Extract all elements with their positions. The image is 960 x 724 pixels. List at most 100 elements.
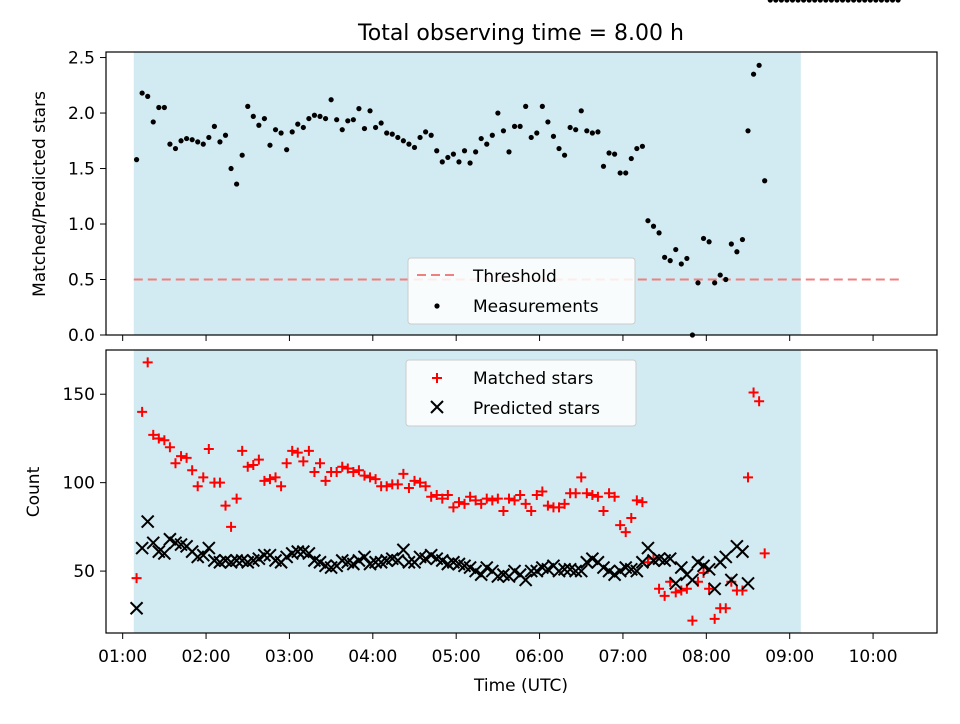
measurement-point — [500, 128, 507, 134]
matched-star-point — [137, 406, 148, 417]
matched-star-point — [676, 585, 687, 596]
measurement-point — [806, 0, 812, 3]
measurement-point — [723, 276, 729, 283]
measurement-point — [867, 0, 873, 3]
measurement-point — [311, 112, 318, 118]
matched-star-point — [148, 429, 159, 440]
measurement-point — [795, 0, 801, 3]
matched-star-point — [176, 451, 187, 462]
matched-star-point — [131, 573, 142, 584]
matched-star-point — [626, 513, 637, 524]
matched-star-point — [415, 477, 426, 488]
matched-star-point — [237, 445, 248, 456]
matched-star-point — [481, 493, 492, 504]
predicted-star-point — [257, 548, 272, 562]
predicted-star-point — [685, 573, 700, 587]
matched-star-point — [531, 490, 542, 501]
predicted-star-point — [202, 541, 216, 555]
matched-star-point — [520, 498, 531, 509]
matched-star-point — [276, 481, 287, 492]
measurement-point — [789, 0, 796, 3]
measurement-point — [439, 159, 445, 165]
measurement-point — [445, 154, 451, 161]
measurement-point — [234, 181, 240, 187]
measurement-point — [389, 131, 395, 137]
measurement-point — [511, 123, 518, 129]
measurement-point — [356, 106, 362, 112]
matched-star-point — [187, 465, 198, 476]
measurement-point — [339, 127, 345, 133]
matched-star-point — [704, 583, 715, 594]
x-tick-label: 04:00 — [348, 647, 397, 667]
matched-star-point — [654, 583, 665, 594]
measurement-point — [495, 110, 501, 116]
matched-star-point — [231, 493, 242, 504]
measurement-point — [889, 0, 896, 3]
y-tick-label: 150 — [63, 385, 95, 405]
measurement-point — [133, 157, 140, 163]
measurement-point — [828, 0, 834, 3]
y-tick-label: 1.0 — [68, 215, 95, 235]
measurement-point — [222, 132, 229, 138]
matched-star-point — [648, 553, 659, 564]
predicted-star-point — [635, 555, 650, 569]
matched-star-point — [637, 497, 648, 508]
matched-star-point — [270, 472, 281, 483]
measurement-point — [728, 241, 734, 247]
measurement-point — [423, 129, 429, 135]
predicted-star-point — [140, 514, 155, 529]
legend-matched-label: Matched stars — [473, 369, 593, 389]
matched-star-point — [398, 468, 409, 479]
measurement-point — [862, 0, 868, 3]
matched-star-point — [214, 477, 225, 488]
predicted-star-point — [724, 573, 739, 587]
measurement-point — [895, 0, 901, 3]
matched-star-point — [537, 486, 548, 497]
measurement-point — [845, 0, 851, 3]
x-tick-label: 05:00 — [432, 647, 481, 667]
y-tick-label: 0.5 — [68, 271, 95, 291]
measurement-point — [695, 280, 701, 286]
measurement-point — [378, 120, 384, 126]
measurement-point — [584, 128, 590, 134]
measurement-point — [200, 141, 206, 147]
measurement-point — [634, 145, 640, 152]
matched-star-point — [381, 481, 392, 492]
matched-star-point — [459, 498, 470, 509]
measurement-point — [528, 134, 534, 141]
predicted-star-point — [396, 543, 411, 557]
measurement-point — [306, 115, 312, 122]
y-tick-label: 1.5 — [68, 160, 95, 180]
measurement-point — [762, 178, 768, 184]
predicted-star-point — [741, 576, 755, 591]
legend-measurements-label: Measurements — [473, 297, 599, 317]
measurement-point — [206, 134, 212, 141]
matched-star-point — [709, 613, 720, 624]
predicted-star-point — [518, 573, 533, 587]
measurement-point — [350, 117, 356, 123]
predicted-star-point — [129, 601, 144, 615]
predicted-star-point — [630, 564, 644, 578]
y-tick-label: 2.0 — [68, 104, 95, 124]
measurement-point — [384, 130, 390, 136]
measurement-point — [712, 280, 718, 286]
measurement-point — [317, 113, 323, 119]
measurement-point — [856, 0, 862, 3]
measurement-point — [450, 151, 457, 157]
matched-star-point — [587, 490, 598, 501]
matched-star-point — [420, 481, 431, 492]
measurement-point — [250, 113, 256, 119]
matched-star-point — [526, 505, 537, 516]
matched-star-point — [426, 491, 437, 502]
measurement-point — [245, 103, 251, 109]
measurement-point — [228, 165, 234, 172]
y-tick-label: 2.5 — [68, 49, 95, 69]
measurement-point — [217, 139, 223, 145]
matched-star-point — [348, 467, 359, 478]
legend-predicted-swatch — [430, 400, 444, 414]
measurement-point — [278, 130, 284, 136]
predicted-star-point — [402, 555, 416, 569]
measurement-point — [428, 132, 434, 138]
measurement-point — [700, 235, 707, 242]
measurement-point — [567, 124, 573, 131]
